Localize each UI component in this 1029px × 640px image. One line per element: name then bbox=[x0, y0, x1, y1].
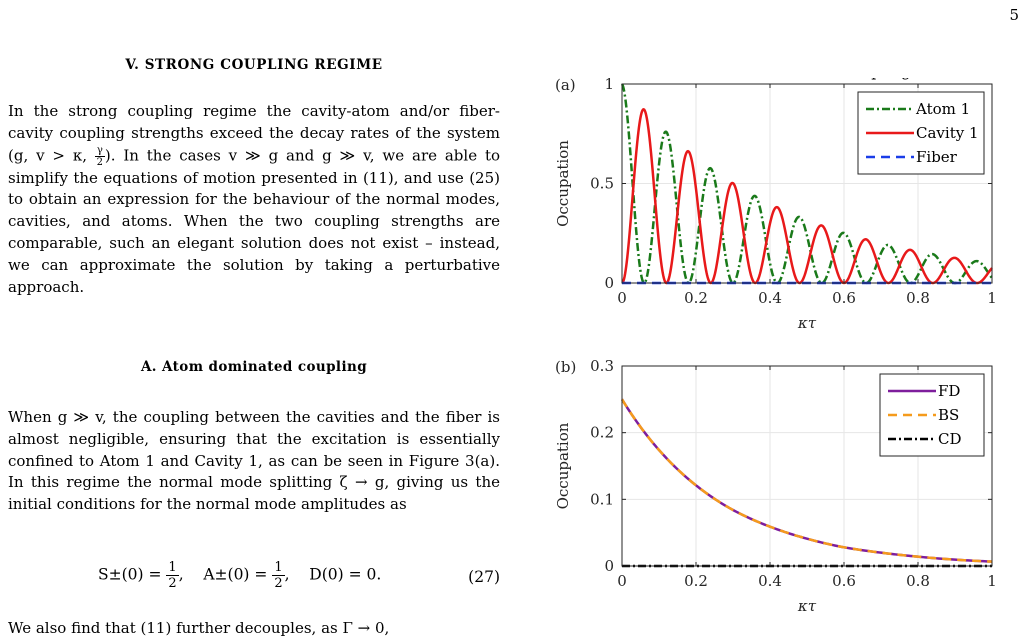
legend-entry-cd: CD bbox=[938, 430, 962, 448]
x-axis-label: κτ bbox=[797, 314, 817, 332]
x-tick-label: 0.2 bbox=[684, 289, 708, 307]
fraction-numerator: 1 bbox=[166, 560, 179, 576]
x-tick-label: 0 bbox=[617, 572, 627, 590]
eq-s-term: S±(0) = bbox=[98, 565, 167, 584]
x-tick-label: 0.8 bbox=[906, 289, 930, 307]
fraction-numerator: 1 bbox=[272, 560, 285, 576]
fraction-numerator: γ bbox=[94, 144, 105, 157]
legend-box bbox=[879, 373, 985, 457]
x-tick-label: 1 bbox=[987, 289, 997, 307]
legend-entry-fd: FD bbox=[938, 382, 960, 400]
y-tick-label: 0.1 bbox=[590, 490, 614, 508]
equation-number: (27) bbox=[468, 568, 500, 586]
legend-entry-fiber: Fiber bbox=[916, 148, 958, 166]
paragraph-strong-coupling: In the strong coupling regime the cavity… bbox=[8, 101, 500, 298]
y-tick-label: 0 bbox=[604, 557, 614, 575]
section-heading: V. STRONG COUPLING REGIME bbox=[125, 57, 383, 73]
x-tick-label: 0.6 bbox=[832, 289, 856, 307]
plot-frame bbox=[621, 365, 993, 567]
fraction-denominator: 2 bbox=[168, 576, 177, 591]
x-axis-label: κτ bbox=[797, 597, 817, 615]
series-line-atom-1 bbox=[620, 83, 993, 285]
chart-b-svg: 0 0.2 0.4 0.6 0.8 1 0 0.1 0.2 0.3 κτ Occupation (b) F… bbox=[554, 357, 997, 615]
paragraph-text: In the strong coupling regime the cavity… bbox=[8, 102, 500, 165]
x-tick-label: 0.4 bbox=[758, 289, 782, 307]
y-axis-label: Occupation bbox=[554, 422, 572, 509]
fraction-denominator: 2 bbox=[96, 156, 104, 168]
legend-entry-bs: BS bbox=[938, 406, 959, 424]
eq-a-term: A±(0) = bbox=[203, 565, 273, 584]
x-tick-label: 0.8 bbox=[906, 572, 930, 590]
y-tick-label: 0 bbox=[604, 274, 614, 292]
chart-normal-modes: 0 0.2 0.4 0.6 0.8 1 0 0.1 0.2 0.3 κτ Occupation (b) F… bbox=[540, 352, 1020, 622]
panel-label: (b) bbox=[555, 358, 576, 376]
y-tick-label: 0.5 bbox=[590, 175, 614, 193]
chart-title: Atom Dominated Coupling bbox=[702, 78, 911, 80]
y-tick-label: 1 bbox=[604, 78, 614, 93]
page-number: 5 bbox=[1009, 6, 1019, 24]
x-tick-label: 0.6 bbox=[832, 572, 856, 590]
x-tick-label: 0.2 bbox=[684, 572, 708, 590]
eq-separator: , bbox=[178, 565, 184, 584]
y-axis-label: Occupation bbox=[554, 140, 572, 227]
y-tick-label: 0.2 bbox=[590, 424, 614, 442]
series-line-bs bbox=[620, 398, 993, 563]
legend-entry-atom-1: Atom 1 bbox=[915, 100, 970, 118]
eq-separator: , bbox=[284, 565, 290, 584]
paragraph-atom-dominated: When g ≫ v, the coupling between the cav… bbox=[8, 408, 500, 514]
y-tick-label: 0.3 bbox=[590, 357, 614, 375]
panel-label: (a) bbox=[555, 78, 576, 94]
fraction-denominator: 2 bbox=[274, 576, 283, 591]
paragraph-text: ). In the cases v ≫ g and g ≫ v, we are … bbox=[8, 146, 500, 296]
x-tick-label: 1 bbox=[987, 572, 997, 590]
x-tick-label: 0 bbox=[617, 289, 627, 307]
chart-atom-dominated-coupling: 0 0.2 0.4 0.6 0.8 1 0 0.5 1 κτ Occupation (a) Atom D… bbox=[540, 62, 1020, 340]
chart-a-svg: 0 0.2 0.4 0.6 0.8 1 0 0.5 1 κτ Occupation (a) Atom D… bbox=[554, 62, 997, 332]
paragraph-continued: We also find that (11) further decouples… bbox=[8, 619, 390, 637]
legend-entry-cavity-1: Cavity 1 bbox=[916, 124, 979, 142]
subsection-heading: A. Atom dominated coupling bbox=[140, 359, 368, 375]
x-tick-label: 0.4 bbox=[758, 572, 782, 590]
eq-d-term: D(0) = 0. bbox=[309, 565, 382, 584]
